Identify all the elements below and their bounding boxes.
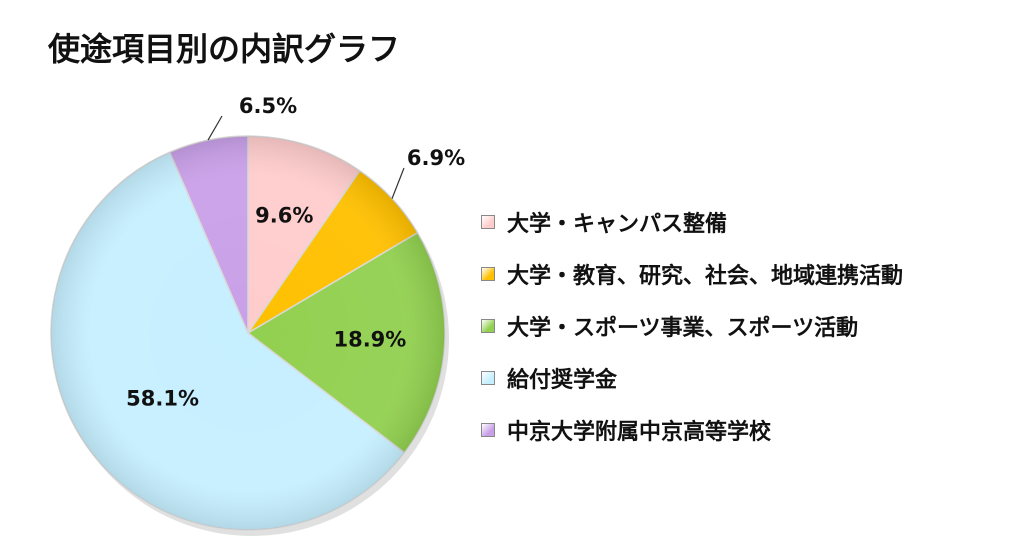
data-label: 6.9% <box>407 146 465 170</box>
legend-swatch <box>481 267 495 281</box>
chart-title: 使途項目別の内訳グラフ <box>48 30 401 68</box>
legend-swatch <box>481 215 495 229</box>
legend-item: 中京大学附属中京高等学校 <box>481 404 903 456</box>
legend-swatch <box>481 423 495 437</box>
legend-label: 大学・キャンパス整備 <box>507 212 728 237</box>
legend-label: 給付奨学金 <box>507 368 618 393</box>
leader-line <box>207 115 223 141</box>
data-label: 58.1% <box>126 387 199 411</box>
legend-swatch <box>481 319 495 333</box>
chart-legend: 大学・キャンパス整備大学・教育、研究、社会、地域連携活動 大学・スポーツ事業、スポ… <box>481 196 903 456</box>
legend-label: 中京大学附属中京高等学校 <box>507 420 772 445</box>
data-label: 9.6% <box>255 203 313 227</box>
data-label: 6.5% <box>239 94 297 118</box>
legend-item: 大学・スポーツ事業、スポーツ活動 <box>481 300 903 352</box>
legend-item: 給付奨学金 <box>481 352 903 404</box>
data-label: 18.9% <box>333 327 406 351</box>
leader-line <box>391 167 405 199</box>
legend-label: 大学・教育、研究、社会、地域連携活動 <box>507 264 904 289</box>
legend-item: 大学・教育、研究、社会、地域連携活動 <box>481 248 903 300</box>
legend-swatch <box>481 371 495 385</box>
legend-item: 大学・キャンパス整備 <box>481 196 903 248</box>
legend-label: 大学・スポーツ事業、スポーツ活動 <box>507 316 859 341</box>
